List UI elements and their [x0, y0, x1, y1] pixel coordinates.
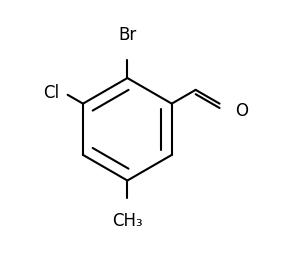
Text: CH₃: CH₃ [112, 212, 143, 230]
Text: Br: Br [118, 26, 137, 44]
Text: Cl: Cl [43, 84, 59, 102]
Text: O: O [235, 102, 248, 120]
